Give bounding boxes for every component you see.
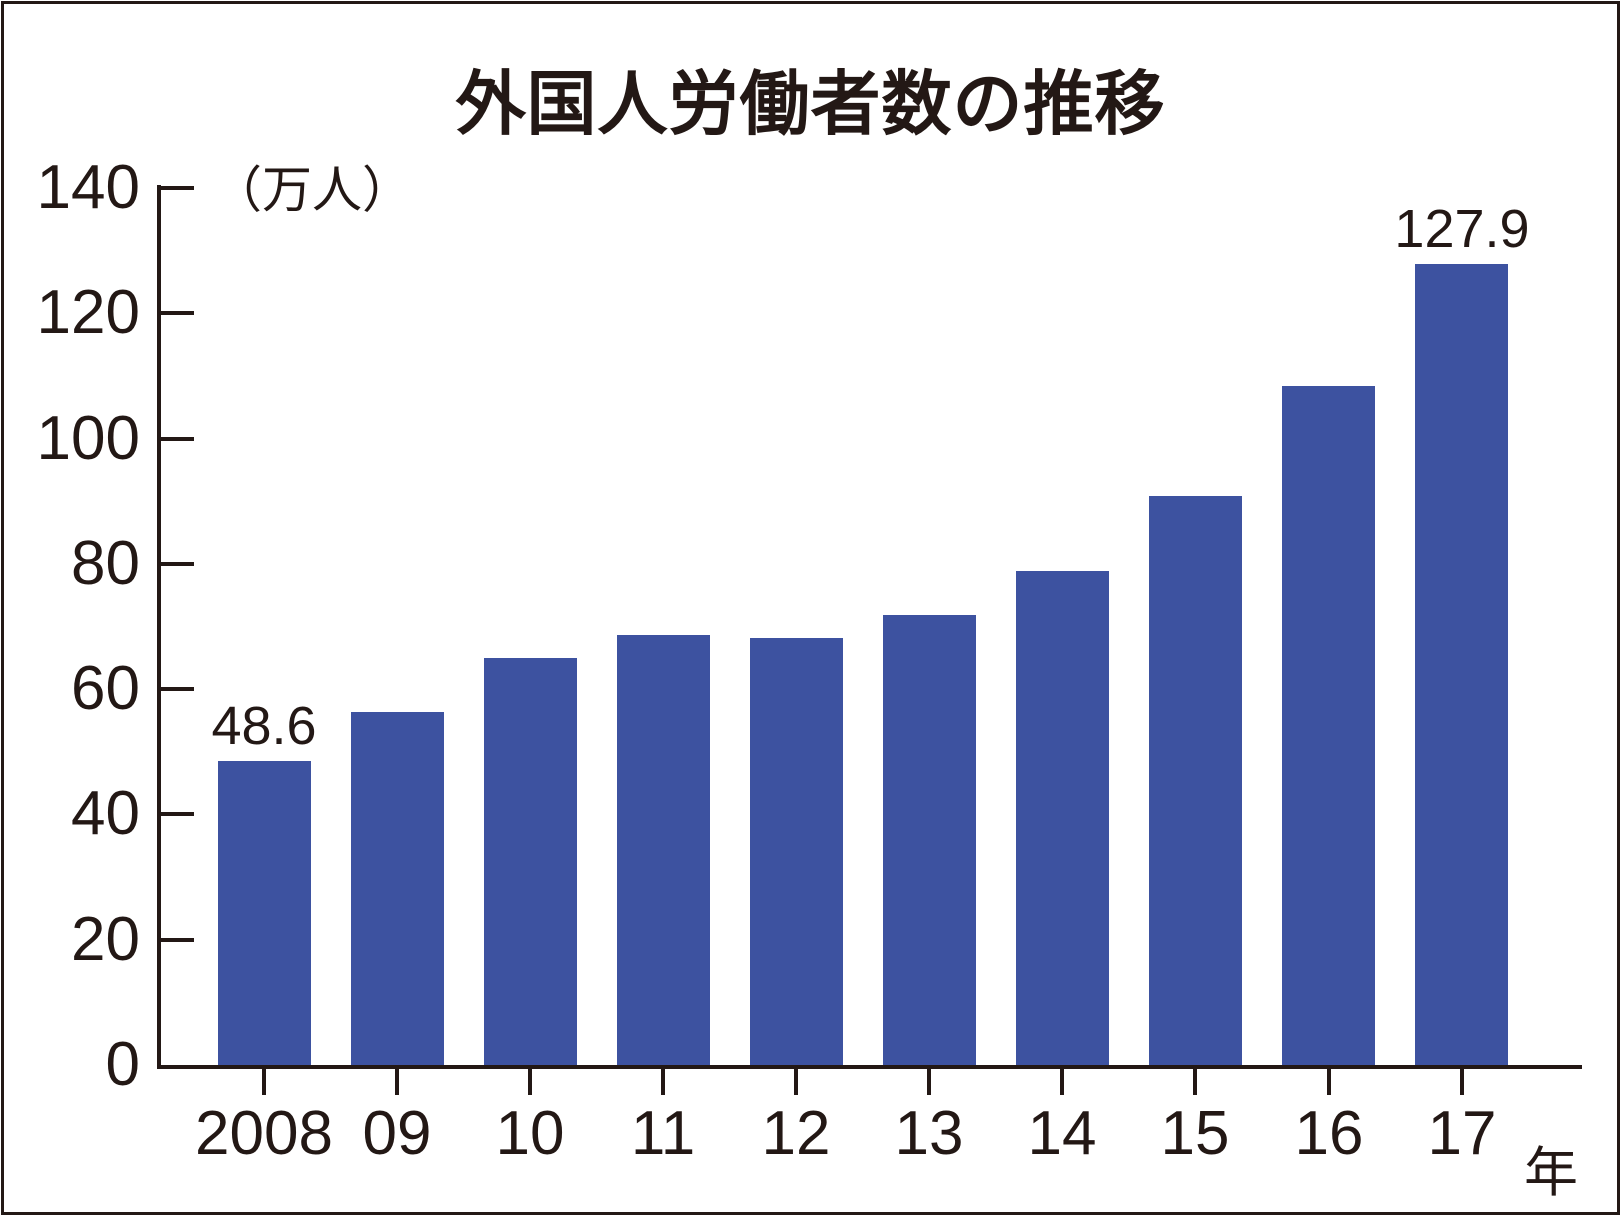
x-axis-tick-2008 (262, 1069, 266, 1095)
chart-title: 外国人労働者数の推移 (455, 65, 1166, 143)
x-axis-label-14: 14 (1027, 1099, 1097, 1168)
x-axis-label-13: 13 (894, 1099, 964, 1168)
x-axis-tick-11 (661, 1069, 665, 1095)
y-axis-unit-label: （万人） (212, 162, 412, 218)
y-axis-line (157, 185, 161, 1069)
x-axis-unit-label: 年 (1524, 1143, 1578, 1203)
y-axis-tick-120 (161, 311, 194, 315)
x-axis-label-17: 17 (1427, 1099, 1497, 1168)
y-axis-label-80: 80 (71, 529, 140, 598)
x-axis-tick-09 (395, 1069, 399, 1095)
bar-14 (1016, 571, 1109, 1065)
bar-value-label-17: 127.9 (1394, 199, 1530, 259)
y-axis-label-100: 100 (36, 404, 140, 473)
y-axis-label-140: 140 (36, 153, 140, 222)
y-axis-tick-60 (161, 687, 194, 691)
x-axis-label-10: 10 (495, 1099, 565, 1168)
bar-2008 (218, 761, 311, 1065)
x-axis-tick-17 (1460, 1069, 1464, 1095)
x-axis-tick-14 (1060, 1069, 1064, 1095)
x-axis-label-2008: 2008 (195, 1099, 333, 1168)
x-axis-label-16: 16 (1294, 1099, 1364, 1168)
x-axis-tick-10 (528, 1069, 532, 1095)
y-axis-tick-100 (161, 437, 194, 441)
y-axis-label-60: 60 (71, 654, 140, 723)
x-axis-tick-13 (927, 1069, 931, 1095)
x-axis-label-11: 11 (630, 1099, 696, 1168)
x-axis-tick-15 (1193, 1069, 1197, 1095)
bar-09 (351, 712, 444, 1065)
bar-13 (883, 615, 976, 1065)
y-axis-tick-140 (161, 186, 194, 190)
x-axis-label-15: 15 (1160, 1099, 1230, 1168)
x-axis-label-12: 12 (761, 1099, 831, 1168)
bar-10 (484, 658, 577, 1065)
y-axis-label-20: 20 (71, 905, 140, 974)
x-axis-label-09: 09 (362, 1099, 432, 1168)
bar-17 (1415, 264, 1508, 1065)
y-axis-tick-20 (161, 938, 194, 942)
bar-value-label-2008: 48.6 (211, 696, 317, 756)
y-axis-label-40: 40 (71, 779, 140, 848)
y-axis-label-0: 0 (105, 1030, 140, 1099)
y-axis-tick-40 (161, 812, 194, 816)
bar-15 (1149, 496, 1242, 1065)
x-axis-tick-16 (1327, 1069, 1331, 1095)
x-axis-line (157, 1065, 1582, 1069)
bar-11 (617, 635, 710, 1065)
x-axis-tick-12 (794, 1069, 798, 1095)
y-axis-label-120: 120 (36, 278, 140, 347)
y-axis-tick-80 (161, 562, 194, 566)
bar-12 (750, 638, 843, 1065)
bar-16 (1282, 386, 1375, 1065)
